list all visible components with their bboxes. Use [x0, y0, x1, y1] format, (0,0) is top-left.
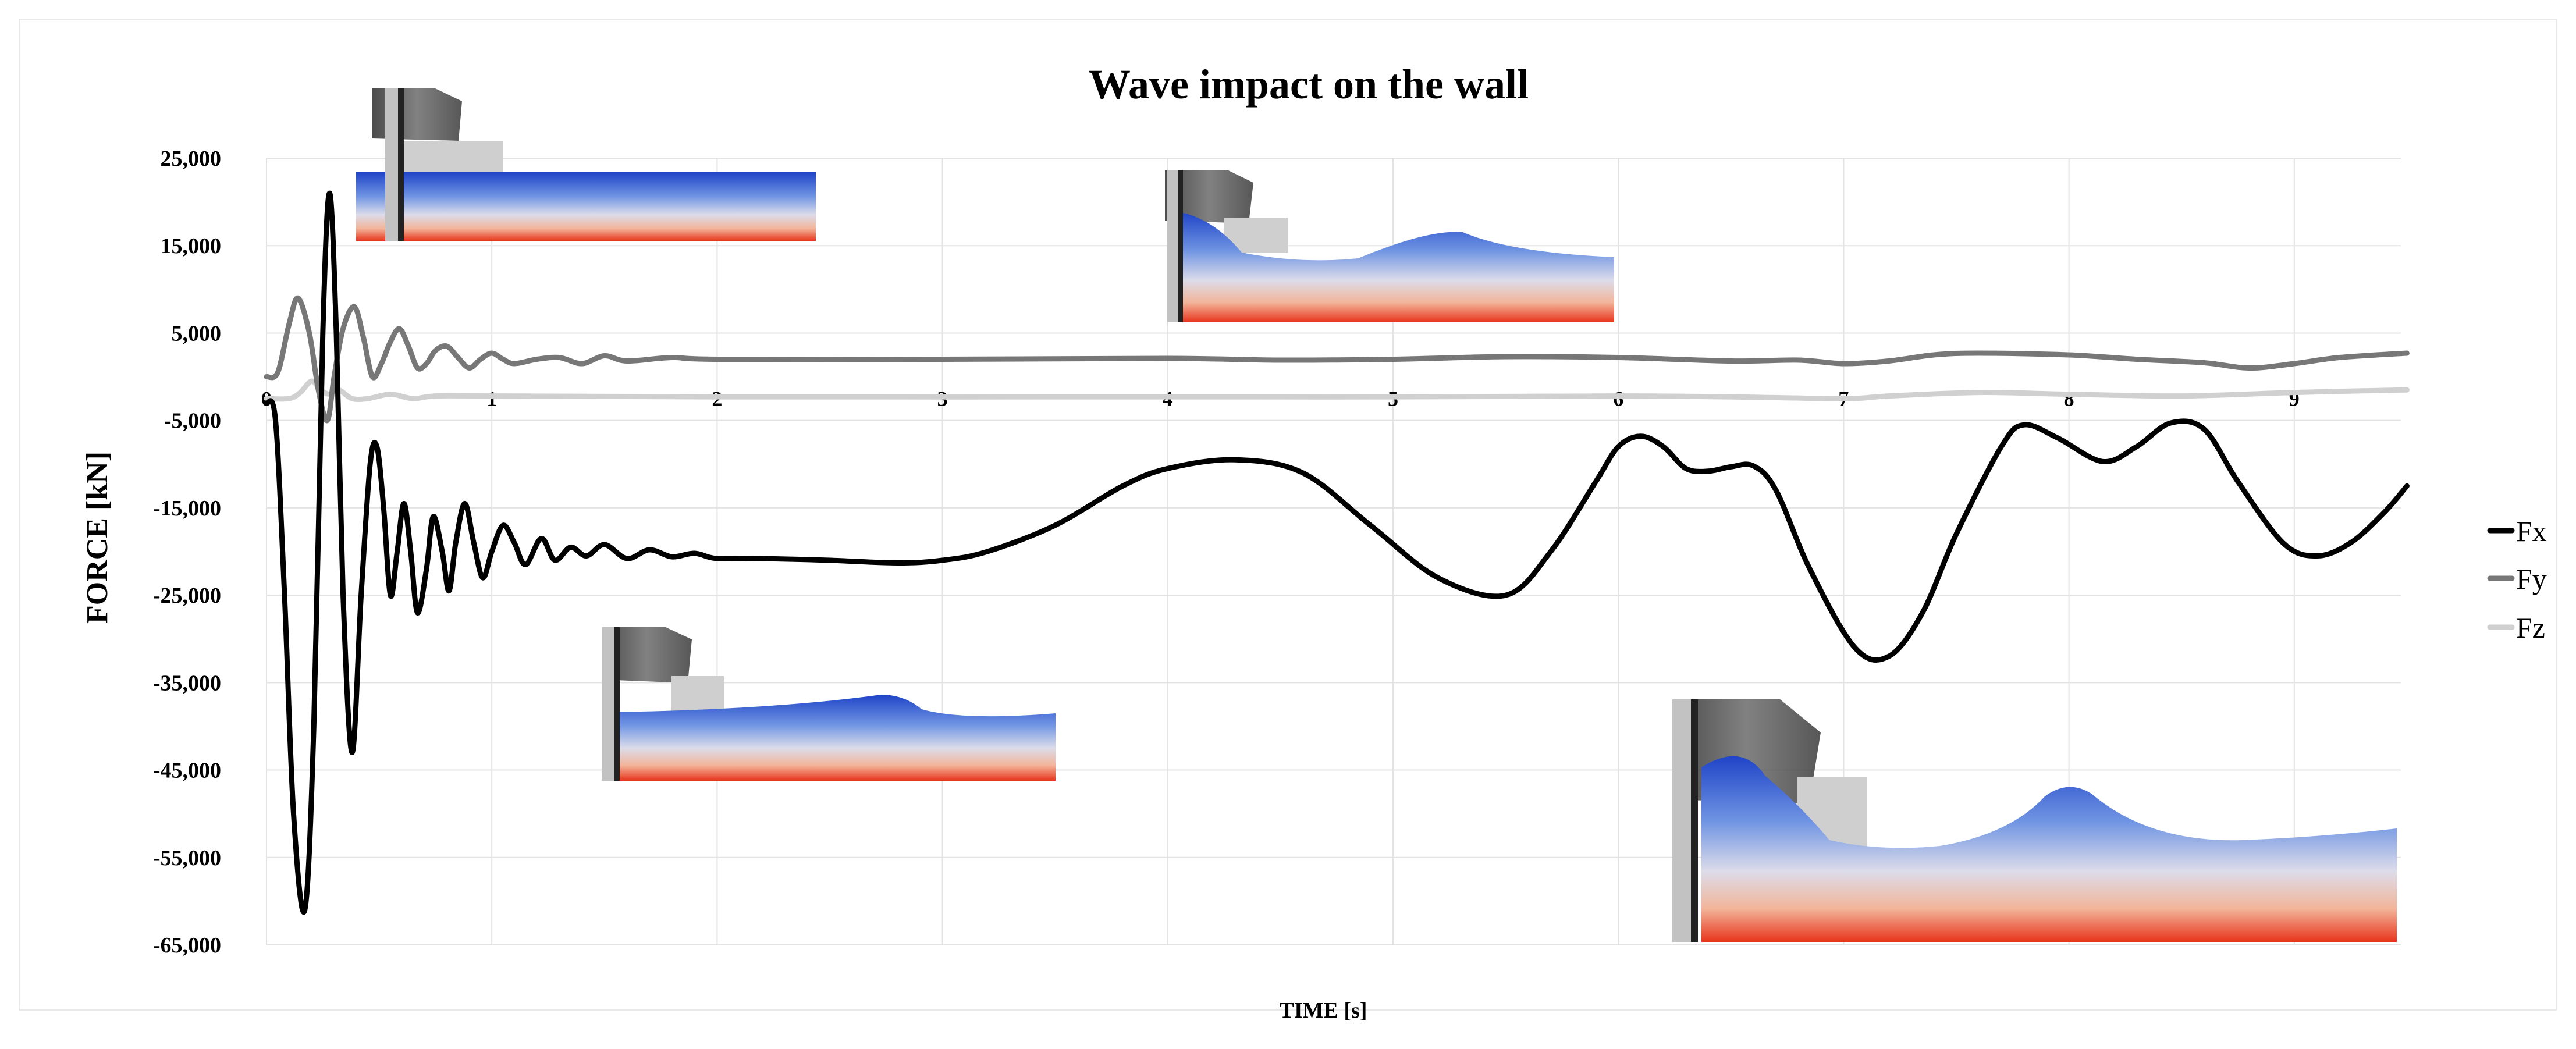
axis-ticks: 25,000 15,000 5,000 -5,000 -15,000 -25,000 -35…	[153, 147, 2300, 958]
y-tick-label: 15,000	[161, 234, 222, 258]
y-tick-label: 25,000	[161, 147, 222, 171]
chart-title: Wave impact on the wall	[1089, 61, 1529, 108]
y-tick-label: -15,000	[153, 496, 221, 521]
y-axis-label: FORCE [kN]	[81, 451, 114, 624]
simulation-inset-t4	[1165, 170, 1614, 322]
y-tick-label: -65,000	[153, 933, 221, 958]
legend-label-fy: Fy	[2516, 563, 2547, 595]
chart-frame: Wave impact on the wall 25,000 15,000 5,00…	[19, 19, 2557, 1023]
y-tick-label: -35,000	[153, 671, 221, 695]
series-line-fz	[264, 378, 2410, 403]
x-tick-label: 6	[1613, 387, 1623, 411]
x-tick-label: 1	[486, 387, 497, 411]
simulation-inset-t7	[1672, 699, 2397, 942]
x-axis-label: TIME [s]	[1280, 998, 1367, 1023]
legend-label-fz: Fz	[2516, 611, 2545, 644]
simulation-inset-t1	[602, 627, 1056, 781]
y-tick-label: -55,000	[153, 846, 221, 870]
series-line-fx	[264, 190, 2410, 915]
simulation-inset-t0	[356, 88, 816, 241]
y-tick-label: 5,000	[172, 321, 222, 346]
y-tick-label: -45,000	[153, 759, 221, 783]
legend-label-fx: Fx	[2516, 515, 2547, 547]
grid	[266, 158, 2401, 945]
y-tick-label: -25,000	[153, 584, 221, 608]
legend: Fx Fy Fz	[2487, 515, 2547, 644]
x-tick-label: 8	[2064, 387, 2074, 411]
y-tick-label: -5,000	[164, 409, 221, 433]
chart: Wave impact on the wall 25,000 15,000 5,00…	[81, 61, 2547, 1023]
series-layer	[264, 190, 2410, 915]
series-line-fy	[264, 295, 2410, 424]
